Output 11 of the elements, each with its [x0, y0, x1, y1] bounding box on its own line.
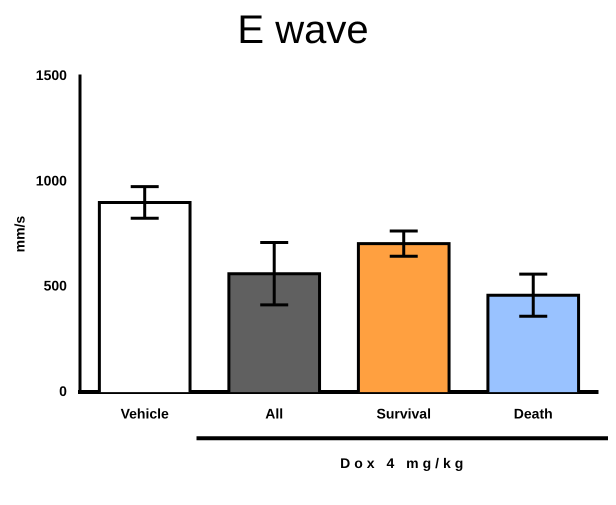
chart-title: E wave: [237, 8, 369, 52]
text: Dox 4 mg/kg: [340, 455, 468, 472]
x-tick-label: All: [265, 405, 284, 422]
y-tick-label: 0: [59, 383, 68, 400]
y-tick-label: 1500: [36, 66, 68, 83]
x-tick-label: Survival: [376, 405, 431, 422]
y-axis-title: mm/s: [11, 216, 28, 252]
x-tick-label: Vehicle: [120, 405, 170, 422]
x-tick-label: Death: [514, 405, 553, 422]
y-tick-label: 500: [44, 278, 68, 294]
y-tick-label: 1000: [36, 172, 68, 188]
